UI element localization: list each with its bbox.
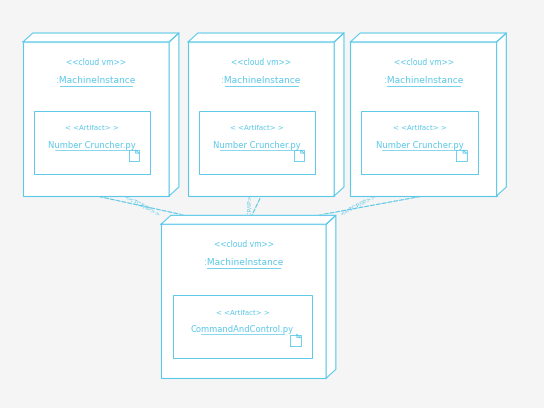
- Text: < <Artifact> >: < <Artifact> >: [215, 310, 269, 316]
- Text: :MachineInstance: :MachineInstance: [204, 258, 283, 267]
- Text: Number Cruncher.py: Number Cruncher.py: [48, 141, 136, 150]
- Polygon shape: [456, 150, 467, 162]
- Polygon shape: [290, 335, 301, 346]
- Polygon shape: [497, 33, 506, 196]
- Text: <<cloud vm>>: <<cloud vm>>: [214, 240, 274, 249]
- FancyBboxPatch shape: [350, 42, 497, 196]
- Polygon shape: [128, 150, 139, 162]
- Text: < <Artifact> >: < <Artifact> >: [65, 125, 119, 131]
- Text: < <Artifact> >: < <Artifact> >: [230, 125, 284, 131]
- Polygon shape: [334, 33, 344, 196]
- Text: <<cloud vm>>: <<cloud vm>>: [393, 58, 454, 67]
- Text: <<cloud vm>>: <<cloud vm>>: [66, 58, 126, 67]
- Text: <<TCP/IP>>: <<TCP/IP>>: [247, 189, 252, 229]
- Text: CommandAndControl.py: CommandAndControl.py: [191, 325, 294, 334]
- Polygon shape: [23, 33, 179, 42]
- Text: Number Cruncher.py: Number Cruncher.py: [213, 141, 301, 150]
- FancyBboxPatch shape: [34, 111, 150, 174]
- Text: < <Artifact> >: < <Artifact> >: [393, 125, 447, 131]
- FancyBboxPatch shape: [199, 111, 316, 174]
- Text: :MachineInstance: :MachineInstance: [384, 76, 463, 85]
- FancyBboxPatch shape: [161, 224, 326, 378]
- FancyBboxPatch shape: [23, 42, 169, 196]
- Polygon shape: [294, 150, 305, 162]
- FancyBboxPatch shape: [174, 295, 312, 358]
- FancyBboxPatch shape: [188, 42, 334, 196]
- Polygon shape: [188, 33, 344, 42]
- Polygon shape: [169, 33, 179, 196]
- FancyBboxPatch shape: [361, 111, 478, 174]
- Text: <<cloud vm>>: <<cloud vm>>: [231, 58, 291, 67]
- Text: :MachineInstance: :MachineInstance: [57, 76, 136, 85]
- Text: <<TCP/IP>>: <<TCP/IP>>: [123, 193, 161, 217]
- Text: Number Cruncher.py: Number Cruncher.py: [375, 141, 463, 150]
- Text: <<TCP/IP>>: <<TCP/IP>>: [339, 193, 378, 217]
- Text: :MachineInstance: :MachineInstance: [221, 76, 301, 85]
- Polygon shape: [161, 215, 336, 224]
- Polygon shape: [326, 215, 336, 378]
- Polygon shape: [350, 33, 506, 42]
